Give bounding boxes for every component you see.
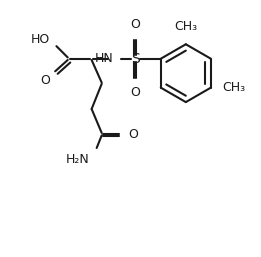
Text: O: O [40,74,50,87]
Text: O: O [131,86,141,99]
Text: CH₃: CH₃ [174,20,197,33]
Text: H₂N: H₂N [65,153,89,166]
Text: HN: HN [94,52,113,65]
Text: CH₃: CH₃ [222,81,245,94]
Text: S: S [131,52,140,66]
Text: O: O [128,128,138,141]
Text: HO: HO [31,33,50,46]
Text: O: O [131,18,141,31]
